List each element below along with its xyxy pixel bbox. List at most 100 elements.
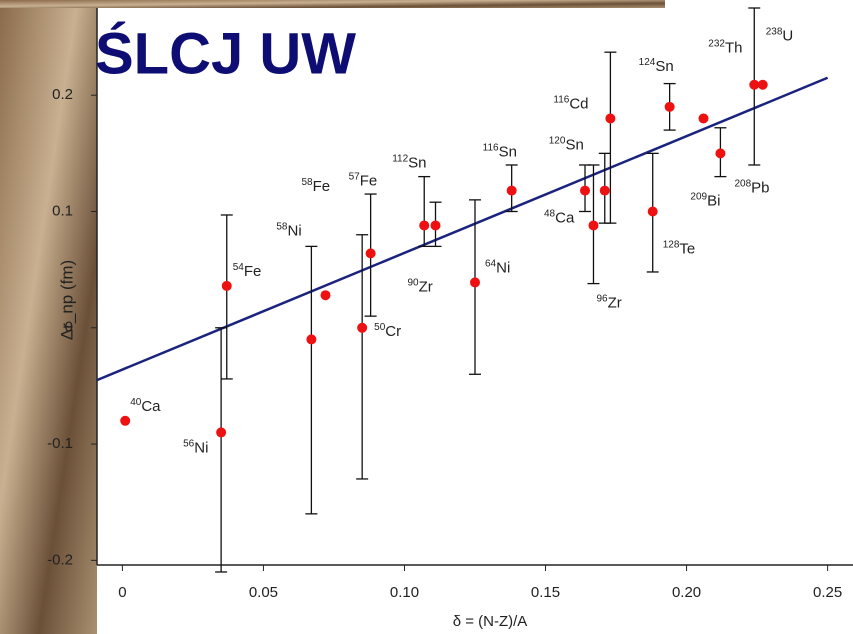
isotope-label: 64Ni xyxy=(485,258,510,276)
data-point xyxy=(599,185,610,196)
isotope-label: 58Ni xyxy=(276,221,301,239)
mass-number: 40 xyxy=(130,396,142,407)
isotope-label: 208Pb xyxy=(734,178,769,196)
mass-number: 116 xyxy=(553,94,569,105)
isotope-label: 209Bi xyxy=(690,191,720,209)
y-tick-label: 0.1 xyxy=(52,202,73,219)
mass-number: 208 xyxy=(734,178,751,189)
isotope-label: 56Ni xyxy=(183,438,208,456)
data-point xyxy=(306,334,317,345)
element-symbol: Th xyxy=(725,40,743,57)
mass-number: 54 xyxy=(233,262,245,273)
isotope-label: 112Sn xyxy=(392,153,426,171)
data-point xyxy=(757,79,768,90)
y-axis-label: Δr_np (fm) xyxy=(57,260,76,340)
isotope-label: 124Sn xyxy=(639,56,674,74)
mass-number: 120 xyxy=(549,135,566,146)
mass-number: 128 xyxy=(663,239,680,250)
isotope-label: 48Ca xyxy=(544,208,575,226)
mass-number: 238 xyxy=(766,26,783,37)
mass-number: 209 xyxy=(690,191,707,202)
background-photo xyxy=(0,0,97,634)
y-tick-label: 0 xyxy=(65,319,73,336)
y-tick-label: -0.1 xyxy=(47,435,73,452)
isotope-label: 96Zr xyxy=(596,293,621,311)
element-symbol: Te xyxy=(679,240,695,257)
x-tick-label: 0.05 xyxy=(249,584,278,601)
isotope-label: 116Sn xyxy=(483,142,517,160)
element-symbol: Sn xyxy=(565,137,583,154)
mass-number: 116 xyxy=(483,142,499,153)
background-photo-top xyxy=(0,0,665,8)
mass-number: 112 xyxy=(392,153,408,164)
mass-number: 96 xyxy=(596,293,608,304)
mass-number: 232 xyxy=(708,38,725,49)
slide-title: ŚLCJ UW xyxy=(95,21,356,86)
element-symbol: Cr xyxy=(385,323,401,340)
data-point xyxy=(698,113,709,124)
element-symbol: Zr xyxy=(419,278,433,295)
element-symbol: Pb xyxy=(751,179,769,196)
element-symbol: Ca xyxy=(141,398,161,415)
isotope-label: 58Fe xyxy=(301,177,330,195)
mass-number: 58 xyxy=(276,221,288,232)
mass-number: 124 xyxy=(639,56,656,67)
element-symbol: Cd xyxy=(569,95,588,112)
mass-number: 64 xyxy=(485,258,497,269)
data-point xyxy=(588,220,599,231)
x-tick-label: 0.20 xyxy=(672,584,701,601)
isotope-label: 120Sn xyxy=(549,135,584,153)
element-symbol: Sn xyxy=(408,154,426,171)
mass-number: 50 xyxy=(374,321,386,332)
element-symbol: Sn xyxy=(499,144,517,161)
isotope-label: 232Th xyxy=(708,38,742,56)
isotope-label: 90Zr xyxy=(408,277,433,295)
x-tick-label: 0.15 xyxy=(531,584,560,601)
fit-line xyxy=(96,76,829,382)
element-symbol: Sn xyxy=(655,58,673,75)
isotope-label: 57Fe xyxy=(349,171,378,189)
mass-number: 58 xyxy=(301,177,313,188)
isotope-label: 54Fe xyxy=(233,262,262,280)
element-symbol: Bi xyxy=(707,192,720,209)
data-point xyxy=(506,185,517,196)
data-point xyxy=(664,101,675,112)
data-point xyxy=(749,79,760,90)
isotope-label: 50Cr xyxy=(374,321,401,339)
element-symbol: Ca xyxy=(555,210,575,227)
data-point xyxy=(216,427,227,438)
element-symbol: Fe xyxy=(360,172,378,189)
plot: -0.2-0.100.10.20 0.05 0.10 0.15 0.20 0.25δ = … xyxy=(47,7,853,630)
isotope-label: 116Cd xyxy=(553,94,588,112)
element-symbol: Zr xyxy=(608,294,622,311)
element-symbol: Ni xyxy=(288,222,302,239)
x-tick-label: 0 xyxy=(118,584,126,601)
mass-number: 57 xyxy=(349,171,361,182)
element-symbol: U xyxy=(782,28,793,45)
data-point xyxy=(470,277,480,288)
element-symbol: Fe xyxy=(313,178,331,195)
element-symbol: Ni xyxy=(194,439,208,456)
data-point xyxy=(580,185,591,196)
isotope-label: 238U xyxy=(766,26,794,44)
y-tick-label: -0.2 xyxy=(47,551,73,568)
element-symbol: Ni xyxy=(496,259,510,276)
y-tick-label: 0.2 xyxy=(52,86,73,103)
data-point xyxy=(221,280,232,291)
data-point xyxy=(715,148,726,159)
mass-number: 90 xyxy=(408,277,420,288)
data-point xyxy=(357,322,368,333)
x-axis-label: δ = (N-Z)/A xyxy=(453,613,528,630)
isotope-label: 40Ca xyxy=(130,396,161,414)
mass-number: 48 xyxy=(544,208,556,219)
x-tick-label: 0.10 xyxy=(390,584,419,601)
mass-number: 56 xyxy=(183,438,195,449)
x-tick-label: 0.25 xyxy=(813,584,842,601)
element-symbol: Fe xyxy=(244,263,262,280)
data-point xyxy=(419,220,430,231)
isotope-label: 128Te xyxy=(663,239,696,257)
data-point xyxy=(120,415,131,426)
data-point xyxy=(430,220,441,231)
